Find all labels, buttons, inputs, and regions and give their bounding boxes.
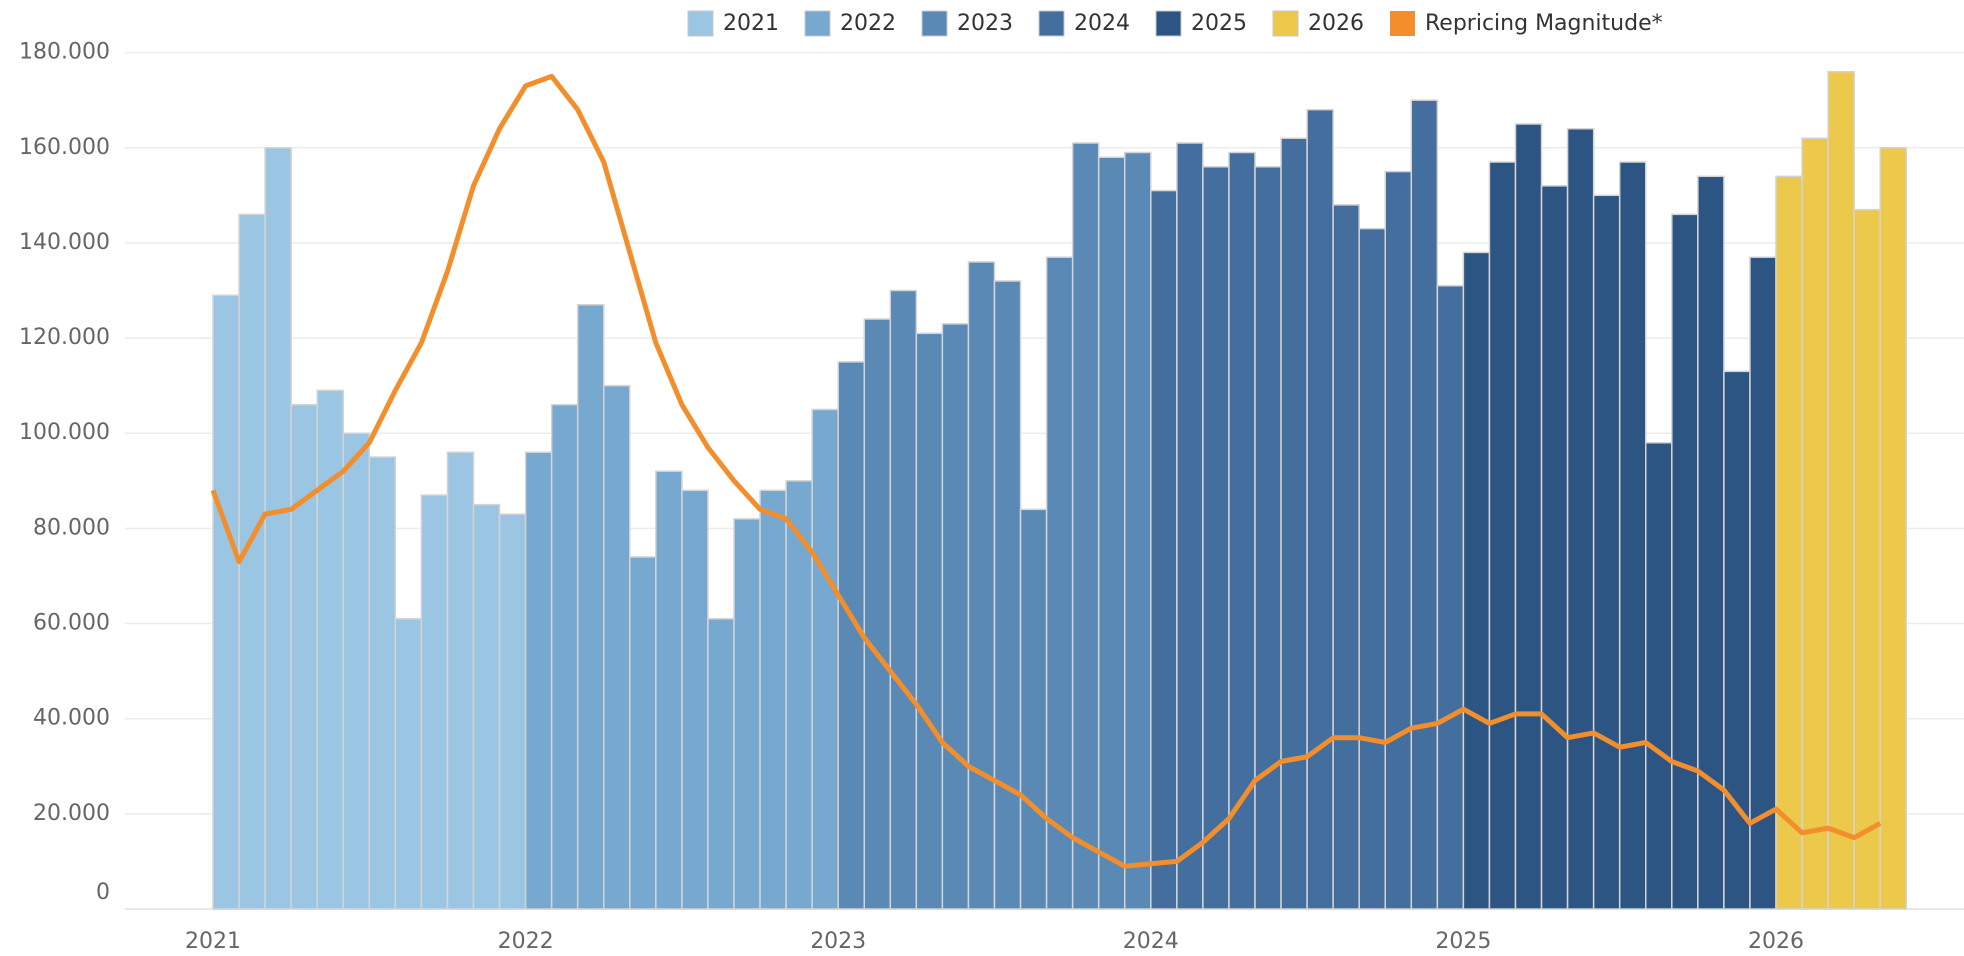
- y-tick-label: 80.000: [33, 515, 110, 540]
- bar: [1566, 127, 1595, 910]
- y-tick-label: 120.000: [19, 325, 110, 350]
- bar: [342, 432, 371, 910]
- bar: [420, 494, 449, 910]
- y-tick-label: 140.000: [19, 230, 110, 255]
- bar: [1410, 99, 1439, 910]
- legend-swatch: [687, 10, 714, 37]
- bar: [472, 503, 501, 910]
- legend-swatch: [1155, 10, 1182, 37]
- bar: [1097, 156, 1126, 910]
- bar: [550, 403, 579, 910]
- bar: [1879, 147, 1907, 910]
- bar: [1150, 189, 1178, 910]
- bar: [1775, 175, 1803, 910]
- bar: [811, 408, 839, 910]
- legend-label: 2023: [957, 11, 1013, 36]
- bar: [316, 389, 345, 910]
- legend: 2021 2022 2023 2024 2025 2026 Repricing Magnit…: [687, 10, 1663, 37]
- bar: [524, 451, 553, 910]
- legend-swatch: [1390, 11, 1415, 36]
- bar: [1488, 161, 1517, 910]
- legend-swatch: [1272, 10, 1299, 37]
- x-tick-label: 2023: [810, 929, 866, 954]
- y-tick-label: 60.000: [33, 611, 110, 636]
- x-tick-label: 2022: [498, 929, 554, 954]
- line: [210, 73, 1882, 869]
- bar: [733, 518, 761, 910]
- legend-swatch: [921, 10, 948, 37]
- bar: [1462, 251, 1491, 910]
- bar: [1618, 161, 1647, 910]
- bar: [446, 451, 475, 910]
- bar: [759, 489, 787, 910]
- legend-label: 2025: [1191, 11, 1247, 36]
- bar: [629, 556, 657, 910]
- bar: [889, 289, 918, 910]
- x-tick-label: 2021: [185, 929, 241, 954]
- legend-label: 2024: [1074, 11, 1130, 36]
- bar: [1176, 142, 1204, 910]
- bar: [1202, 166, 1230, 910]
- bar: [1749, 256, 1777, 910]
- bar: [993, 280, 1022, 910]
- bar: [1853, 208, 1881, 910]
- y-tick-label: 100.000: [19, 420, 110, 445]
- bar: [1306, 108, 1334, 910]
- bar: [1384, 170, 1413, 910]
- bar: [707, 618, 735, 910]
- bar: [1645, 441, 1673, 910]
- bar: [967, 261, 996, 910]
- bar: [368, 456, 397, 910]
- bar: [1514, 123, 1543, 910]
- bar: [576, 304, 605, 910]
- bar: [863, 318, 892, 910]
- bar: [1801, 137, 1829, 910]
- x-tick-label: 2026: [1748, 929, 1804, 954]
- bar: [1592, 194, 1621, 910]
- legend-swatch: [804, 10, 831, 37]
- y-tick-label: 0: [96, 880, 110, 905]
- bar: [1254, 166, 1282, 910]
- legend-swatch: [1038, 10, 1065, 37]
- legend-label: 2022: [840, 11, 896, 36]
- y-tick-label: 20.000: [33, 801, 110, 826]
- y-tick-label: 40.000: [33, 706, 110, 731]
- bar: [1124, 151, 1152, 910]
- legend-label: Repricing Magnitude*: [1425, 11, 1663, 36]
- bar: [290, 403, 318, 910]
- bar: [394, 618, 423, 910]
- bar: [681, 489, 709, 910]
- bar: [1358, 227, 1386, 910]
- bar: [1280, 137, 1308, 910]
- bar: [1723, 370, 1751, 910]
- x-tick-label: 2025: [1435, 929, 1491, 954]
- bar: [1827, 70, 1855, 910]
- bar: [212, 294, 240, 910]
- bar: [1697, 175, 1725, 910]
- bar: [1071, 142, 1100, 910]
- bar: [264, 147, 292, 910]
- bar: [1436, 284, 1465, 910]
- legend-label: 2026: [1308, 11, 1364, 36]
- bar: [498, 513, 527, 910]
- bar: [1332, 204, 1360, 910]
- bar: [655, 470, 683, 910]
- bar: [941, 323, 970, 910]
- bar: [1045, 256, 1074, 910]
- legend-label: 2021: [723, 11, 779, 36]
- y-tick-label: 160.000: [19, 135, 110, 160]
- y-tick-label: 180.000: [19, 40, 110, 65]
- bar: [1540, 185, 1569, 910]
- bar: [915, 332, 944, 910]
- x-tick-label: 2024: [1123, 929, 1179, 954]
- bar: [1671, 213, 1699, 910]
- bar: [603, 384, 631, 910]
- bar: [1019, 508, 1048, 910]
- bar: [238, 213, 266, 910]
